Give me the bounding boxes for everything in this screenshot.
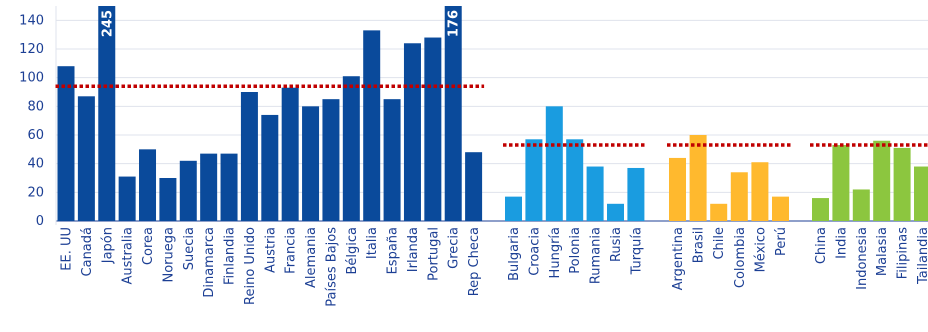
bar [669, 157, 686, 221]
x-tick-label: Japón [100, 227, 115, 264]
bar [302, 106, 320, 221]
x-tick-label: Chile [712, 227, 727, 260]
x-tick-label: Noruega [161, 227, 176, 282]
y-tick-label: 0 [36, 214, 44, 229]
x-axis-labels: EE. UU Canadá Japón Australia Corea Noruega Su… [60, 227, 928, 307]
y-tick-label: 60 [27, 128, 44, 143]
bar [710, 203, 728, 221]
bar-value-label: 245 [100, 10, 115, 37]
bar [832, 145, 850, 221]
bar [281, 87, 299, 221]
x-tick-label: Países Bajos [324, 227, 339, 307]
bar [893, 147, 911, 221]
bar [444, 6, 462, 221]
x-tick-label: España [386, 227, 401, 274]
bar [873, 140, 891, 221]
x-tick-label: Croacia [527, 227, 542, 276]
bar [852, 189, 870, 221]
bar [240, 92, 258, 221]
y-axis: 0 20 40 60 80 100 120 140 [19, 13, 44, 229]
bar [525, 139, 543, 221]
y-tick-label: 140 [19, 13, 44, 28]
bar [586, 166, 604, 221]
x-tick-label: Tailandia [916, 227, 928, 285]
x-tick-label: Reino Unido [243, 227, 258, 305]
bar [914, 166, 928, 221]
x-tick-label: Bélgica [345, 227, 360, 275]
bar [220, 153, 238, 221]
bar [424, 37, 442, 222]
bar [505, 196, 522, 221]
y-tick-label: 40 [27, 157, 44, 172]
x-tick-label: Italia [365, 227, 380, 259]
x-tick-label: EE. UU [60, 227, 75, 271]
x-tick-label: Finlandia [223, 227, 238, 285]
bar [465, 152, 483, 221]
bar [139, 149, 157, 221]
bar-value-label: 176 [447, 10, 462, 37]
y-tick-label: 120 [19, 42, 44, 57]
bar [730, 172, 748, 221]
x-tick-label: Hungría [548, 227, 563, 278]
bar [363, 30, 381, 221]
bar [545, 106, 563, 221]
y-tick-label: 80 [27, 99, 44, 114]
bar [200, 153, 218, 221]
bar [566, 139, 584, 221]
x-tick-label: Suecia [182, 227, 197, 270]
x-tick-label: Rumania [589, 227, 604, 284]
x-tick-label: Filipinas [896, 227, 911, 279]
x-tick-label: Colombia [733, 227, 748, 288]
bars: 245 176 [57, 6, 928, 222]
x-tick-label: México [753, 227, 768, 272]
bar [607, 203, 624, 221]
x-tick-label: Turquía [629, 227, 644, 275]
x-tick-label: Dinamarca [202, 227, 217, 298]
bar [383, 99, 401, 221]
bar [627, 167, 645, 221]
bar [772, 196, 789, 221]
x-tick-label: Indonesia [855, 227, 870, 290]
x-tick-label: Argentina [671, 227, 686, 290]
bar [57, 66, 75, 221]
x-tick-label: Alemania [304, 227, 319, 288]
y-tick-label: 20 [27, 185, 44, 200]
x-tick-label: Canadá [80, 227, 95, 276]
bar [689, 135, 707, 221]
x-tick-label: Austria [263, 227, 278, 273]
bar [322, 99, 340, 221]
x-tick-label: India [834, 227, 849, 259]
x-tick-label: Brasil [692, 227, 707, 263]
x-tick-label: Rep Checa [467, 227, 482, 296]
x-tick-label: Bulgaria [507, 227, 522, 281]
bar [118, 176, 136, 221]
bar [77, 96, 95, 221]
average-lines [55, 84, 928, 147]
bar [98, 6, 116, 221]
bar [812, 198, 829, 221]
x-tick-label: Irlanda [406, 227, 421, 272]
x-tick-label: Rusia [609, 227, 624, 262]
x-tick-label: Portugal [426, 227, 441, 281]
x-tick-label: Polonia [568, 227, 583, 274]
bar [751, 162, 769, 221]
bar [403, 43, 421, 222]
x-tick-label: Corea [141, 227, 156, 265]
bar [159, 178, 177, 221]
x-tick-label: Malasia [875, 227, 890, 276]
bar [179, 160, 197, 221]
x-tick-label: Francia [284, 227, 299, 274]
x-tick-label: Australia [121, 227, 136, 285]
x-tick-label: China [814, 227, 829, 264]
bar [342, 76, 360, 221]
bar [261, 114, 279, 221]
x-tick-label: Grecia [447, 227, 462, 269]
y-tick-label: 100 [19, 71, 44, 86]
x-tick-label: Perú [774, 227, 789, 256]
